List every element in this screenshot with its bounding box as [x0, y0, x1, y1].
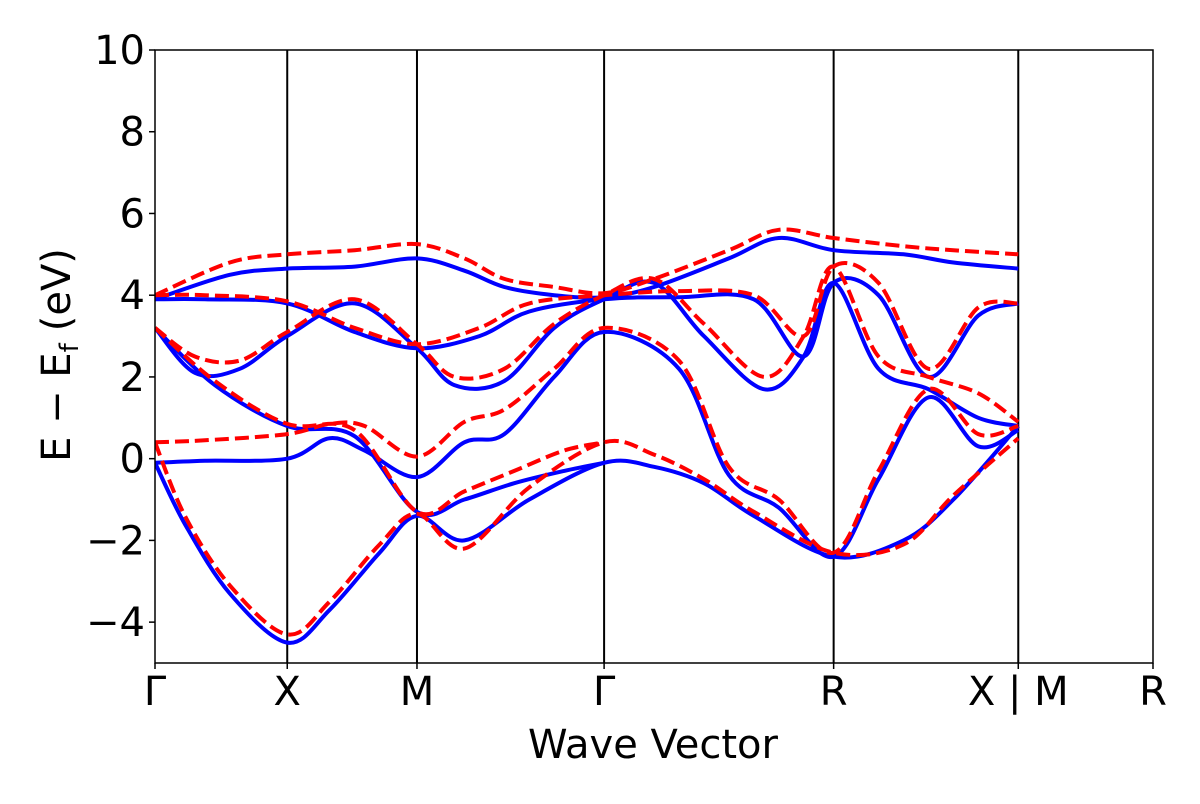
- dashed-band-0: [155, 436, 1020, 637]
- dashed-band-4: [155, 261, 1019, 371]
- solid-band-5: [155, 235, 1019, 302]
- y-tick-label: −4: [86, 600, 145, 646]
- solid-band-4: [155, 276, 1019, 379]
- y-tick-label: 0: [120, 437, 145, 483]
- dashed-band-5: [155, 227, 1019, 298]
- x-axis-label: Wave Vector: [528, 722, 779, 768]
- y-tick-label: −2: [86, 518, 145, 564]
- y-tick-label: 8: [120, 110, 145, 156]
- x-tick-label: R: [1139, 669, 1167, 715]
- x-tick-label: Γ: [144, 669, 167, 715]
- x-tick-label: X | M: [968, 669, 1069, 715]
- dashed-band-2: [155, 326, 605, 517]
- x-tick-label: M: [400, 669, 435, 715]
- x-tick-label: X: [274, 669, 301, 715]
- plot-frame: [154, 49, 1154, 664]
- x-tick-label: Γ: [593, 669, 616, 715]
- y-axis-label-unit: (eV): [34, 248, 80, 331]
- solid-band-2: [155, 326, 605, 518]
- y-tick-label: 10: [94, 28, 145, 74]
- dashed-band-1: [155, 325, 1019, 555]
- y-tick-label: 6: [120, 191, 145, 237]
- solid-band-1: [155, 329, 1020, 559]
- y-tick-label: 4: [120, 273, 145, 319]
- x-tick-label: R: [820, 669, 848, 715]
- y-tick-labels: −4 −2 0 2 4 6 8 10: [86, 28, 155, 646]
- y-tick-label: 2: [120, 355, 145, 401]
- plot-area: [155, 50, 1020, 663]
- dashed-band-3: [155, 264, 1020, 424]
- x-tick-labels: Γ X M Γ R X | M R: [144, 663, 1167, 715]
- y-axis-label-subscript: f: [55, 342, 85, 352]
- y-axis-label-main: E − E: [34, 352, 80, 462]
- y-axis-label: E − Ef (eV): [34, 248, 85, 462]
